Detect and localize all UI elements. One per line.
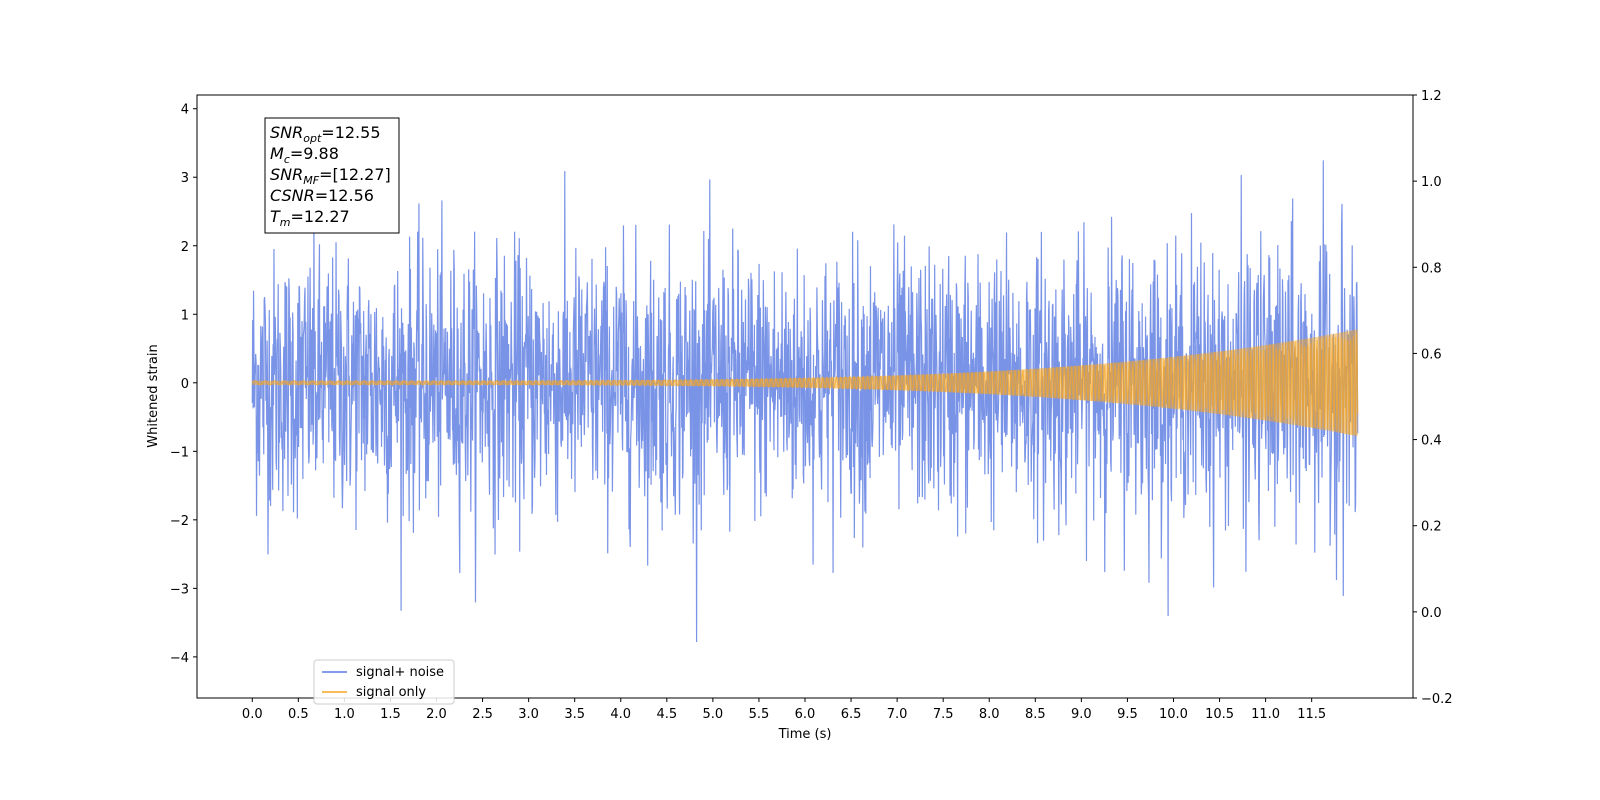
annotation-subscript: MF xyxy=(303,174,319,187)
y-tick-label: 3 xyxy=(181,171,189,186)
series-signal-only xyxy=(251,333,1359,435)
legend-label-signal-only: signal only xyxy=(356,685,426,700)
y-axis-right: −0.2 0.0 0.2 0.4 0.6 0.8 1.0 1.2 xyxy=(1413,89,1453,707)
y-axis-label: Whitened strain xyxy=(146,344,161,447)
annotation-box: SNRopt=12.55Mc=9.88SNRMF=[12.27]CSNR=12.… xyxy=(264,117,400,234)
x-tick-label: 7.5 xyxy=(933,707,954,722)
y2-tick-label: 1.0 xyxy=(1421,175,1442,190)
annotation-symbol: SNR xyxy=(270,123,303,142)
annotation-subscript: m xyxy=(280,216,291,229)
x-axis: 0.0 0.5 1.0 1.5 2.0 2.5 3.0 3.5 4.0 4.5 5.0 5.5 6.0 6… xyxy=(242,698,1326,722)
y-tick-label: 0 xyxy=(181,377,189,392)
y2-tick-label: −0.2 xyxy=(1421,692,1453,707)
y2-tick-label: 0.8 xyxy=(1421,261,1442,276)
x-tick-label: 0.0 xyxy=(242,707,263,722)
y-tick-label: 2 xyxy=(181,240,189,255)
y-tick-label: 4 xyxy=(181,103,189,118)
x-tick-label: 4.5 xyxy=(656,707,677,722)
x-tick-label: 3.5 xyxy=(564,707,585,722)
x-tick-label: 11.5 xyxy=(1297,707,1326,722)
x-tick-label: 6.5 xyxy=(841,707,862,722)
annotation-symbol: CSNR xyxy=(270,186,315,205)
x-tick-label: 1.0 xyxy=(334,707,355,722)
annotation-value: =[12.27] xyxy=(319,165,391,184)
legend: signal+ noise signal only xyxy=(313,659,455,705)
y-tick-label: −3 xyxy=(170,582,189,597)
annotation-line: CSNR=12.56 xyxy=(270,186,374,205)
x-tick-label: 10.5 xyxy=(1205,707,1234,722)
x-tick-label: 2.0 xyxy=(426,707,447,722)
x-tick-label: 7.0 xyxy=(887,707,908,722)
legend-label-signal-noise: signal+ noise xyxy=(356,665,444,680)
x-tick-label: 11.0 xyxy=(1251,707,1280,722)
x-tick-label: 10.0 xyxy=(1159,707,1188,722)
x-tick-label: 5.0 xyxy=(703,707,724,722)
y2-tick-label: 0.4 xyxy=(1421,434,1442,449)
y-axis-left: −4 −3 −2 −1 0 1 2 3 4 xyxy=(170,103,197,666)
annotation-value: =9.88 xyxy=(290,144,339,163)
x-tick-label: 4.0 xyxy=(610,707,631,722)
annotation-line: SNRopt=12.55 xyxy=(270,123,381,145)
annotation-line: Mc=9.88 xyxy=(270,144,339,166)
y2-tick-label: 0.0 xyxy=(1421,606,1442,621)
legend-frame xyxy=(313,659,455,705)
x-tick-label: 9.0 xyxy=(1071,707,1092,722)
x-tick-label: 8.0 xyxy=(979,707,1000,722)
x-tick-label: 3.0 xyxy=(518,707,539,722)
x-tick-label: 0.5 xyxy=(288,707,309,722)
annotation-symbol: M xyxy=(270,144,284,163)
y-tick-label: −1 xyxy=(170,445,189,460)
annotation-symbol: T xyxy=(270,207,281,226)
x-tick-label: 8.5 xyxy=(1025,707,1046,722)
annotation-value: =12.56 xyxy=(315,186,374,205)
x-tick-label: 5.5 xyxy=(749,707,770,722)
x-axis-label: Time (s) xyxy=(778,727,832,742)
plot-area xyxy=(251,160,1359,642)
annotation-subscript: opt xyxy=(303,132,322,145)
annotation-line: Tm=12.27 xyxy=(270,207,350,229)
y2-tick-label: 1.2 xyxy=(1421,89,1442,104)
y2-tick-label: 0.2 xyxy=(1421,520,1442,535)
annotation-lines: SNRopt=12.55Mc=9.88SNRMF=[12.27]CSNR=12.… xyxy=(270,123,391,229)
annotation-value: =12.55 xyxy=(321,123,380,142)
y-tick-label: −4 xyxy=(170,651,189,666)
x-tick-label: 6.0 xyxy=(795,707,816,722)
annotation-subscript: c xyxy=(284,153,290,166)
annotation-value: =12.27 xyxy=(291,207,350,226)
annotation-frame xyxy=(264,117,400,234)
y-tick-label: −2 xyxy=(170,514,189,529)
annotation-symbol: SNR xyxy=(270,165,303,184)
y-tick-label: 1 xyxy=(181,308,189,323)
x-tick-label: 2.5 xyxy=(472,707,493,722)
annotation-line: SNRMF=[12.27] xyxy=(270,165,391,187)
x-tick-label: 1.5 xyxy=(380,707,401,722)
y2-tick-label: 0.6 xyxy=(1421,347,1442,362)
x-tick-label: 9.5 xyxy=(1117,707,1138,722)
